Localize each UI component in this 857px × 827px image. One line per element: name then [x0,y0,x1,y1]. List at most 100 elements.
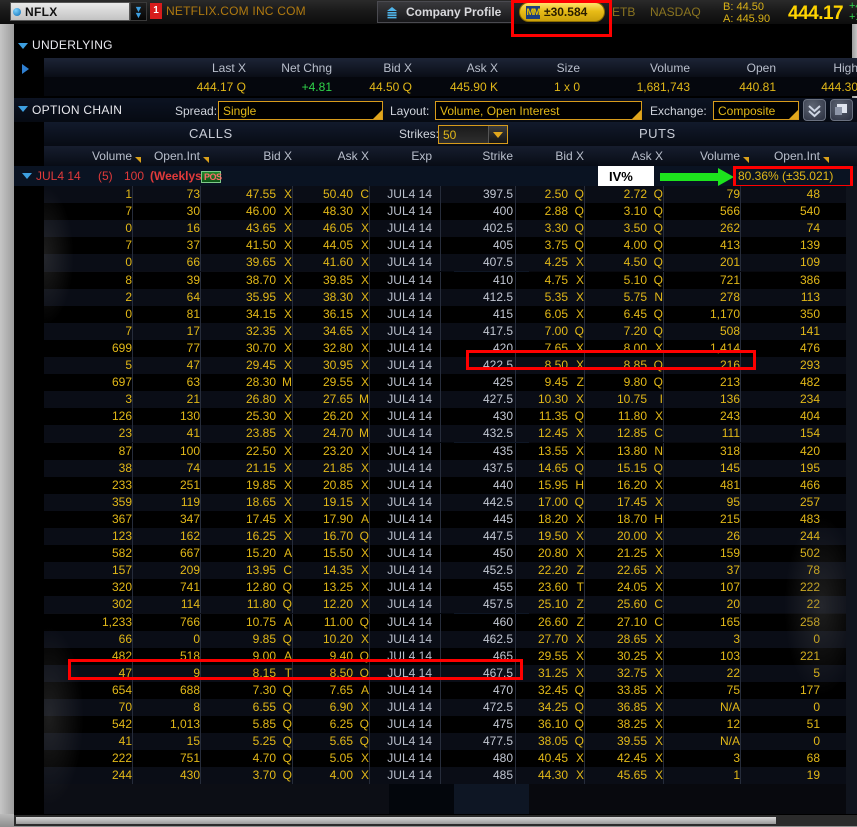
layout-select[interactable]: Volume, Open Interest [435,101,642,120]
cell-cask: 5.05 [329,751,353,766]
ask-label: A: 445.90 [723,13,771,25]
table-row[interactable]: 126 130 25.30 X 26.20 X JUL4 14 430 11.35 Q 11.80 X… [14,408,857,426]
table-row[interactable]: 699 77 30.70 X 32.80 X JUL4 14 420 7.65 X 8.00 X 1,4… [14,339,857,357]
iv-percent-label: IV% [609,169,633,184]
exchange-select[interactable]: Composite [713,101,799,120]
table-row[interactable]: 222 751 4.70 Q 5.05 X JUL4 14 480 40.45 X 42.45 X 3 6… [14,750,857,768]
cell-pv: 243 [719,409,740,424]
cell-cv: 157 [111,563,132,578]
table-row[interactable]: 5 47 29.45 X 30.95 X JUL4 14 422.5 8.50 X 8.85 Q 216… [14,357,857,375]
sort-indicator-icon[interactable] [823,157,829,163]
vertical-scrollbar[interactable] [846,186,857,814]
strikes-dropdown-button[interactable] [488,126,507,143]
column-divider [584,733,585,751]
column-header-2-bid-x[interactable]: Bid X [263,149,292,163]
table-row[interactable]: 233 251 19.85 X 20.85 X JUL4 14 440 15.95 H 16.20 X… [14,476,857,494]
table-row[interactable]: 1 73 47.55 X 50.40 C JUL4 14 397.5 2.50 Q 2.72 Q 79 4… [14,186,857,204]
table-row[interactable]: 66 0 9.85 Q 10.20 X JUL4 14 462.5 27.70 X 28.65 X 3 0 [14,630,857,648]
table-row[interactable]: 41 15 5.25 Q 5.65 Q JUL4 14 477.5 38.05 Q 39.55 X N/… [14,733,857,751]
table-row[interactable]: 244 430 3.70 Q 4.00 X JUL4 14 485 44.30 X 45.65 X 1 1… [14,767,857,785]
table-row[interactable]: 7 37 41.50 X 44.05 X JUL4 14 405 3.75 Q 4.00 Q 413 13… [14,237,857,255]
sort-indicator-icon[interactable] [743,157,749,163]
table-row[interactable]: 157 209 13.95 C 14.35 X JUL4 14 452.5 22.20 Z 22.6… [14,562,857,580]
table-row[interactable]: 2 64 35.95 X 38.30 X JUL4 14 412.5 5.35 X 5.75 N 278… [14,288,857,306]
table-row[interactable]: 0 81 34.15 X 36.15 X JUL4 14 415 6.05 X 6.45 Q 1,170… [14,305,857,323]
column-divider [584,579,585,597]
cell-strike: 472.5 [482,700,513,714]
company-profile-button[interactable]: Company Profile [377,1,512,23]
column-header-8-volume[interactable]: Volume [699,149,740,163]
table-row[interactable]: 7 17 32.35 X 34.65 X JUL4 14 417.5 7.00 Q 7.20 Q 508… [14,322,857,340]
option-chain-grid[interactable]: 1 73 47.55 X 50.40 C JUL4 14 397.5 2.50 Q 2.72 Q 79 4… [14,186,857,814]
option-chain-collapse-icon[interactable] [18,106,28,112]
cell-coi: 119 [180,494,200,509]
table-row[interactable]: 47 9 8.15 T 8.50 Q JUL4 14 467.5 31.25 X 32.75 X 22 5 [14,664,857,682]
table-row[interactable]: 482 518 9.00 A 9.40 Q JUL4 14 465 29.55 X 30.25 X 10… [14,647,857,665]
column-header-9-open-int[interactable]: Open.Int [773,149,820,163]
table-row[interactable]: 542 1,013 5.85 Q 6.25 Q JUL4 14 475 36.10 Q 38.25 X… [14,716,857,734]
cell-pbid: 3.30 [544,221,568,236]
table-row[interactable]: 38 74 21.15 X 21.85 X JUL4 14 437.5 14.65 Q 15.15 Q… [14,459,857,477]
sort-indicator-icon[interactable] [203,157,209,163]
expiration-collapse-icon[interactable] [22,173,32,179]
table-row[interactable]: 87 100 22.50 X 23.20 X JUL4 14 435 13.55 X 13.80 N 3… [14,442,857,460]
column-divider [292,203,293,221]
chevron-double-down-button[interactable] [803,99,826,121]
column-header-1-open-int[interactable]: Open.Int [153,149,200,163]
table-row[interactable]: 3 21 26.80 X 27.65 M JUL4 14 427.5 10.30 X 10.75 I 1… [14,391,857,409]
cell-coi: 1,013 [169,717,200,732]
cell-coi: 39 [186,272,200,287]
expand-arrow-icon[interactable] [22,64,29,74]
column-divider [200,322,201,340]
table-row[interactable]: 367 347 17.45 X 17.90 A JUL4 14 445 18.20 X 18.70 H… [14,510,857,528]
table-row[interactable]: 1,233 766 10.75 A 11.00 Q JUL4 14 460 26.60 Z 27.1… [14,613,857,631]
column-divider [369,699,370,717]
column-header-3-ask-x[interactable]: Ask X [337,149,369,163]
column-divider [663,545,664,563]
column-divider [515,425,516,443]
column-header-4-exp[interactable]: Exp [411,149,432,163]
table-row[interactable]: 23 41 23.85 X 24.70 M JUL4 14 432.5 12.45 X 12.85 C… [14,425,857,443]
cell-strike: 437.5 [482,460,513,475]
market-maker-move-button[interactable]: MM ±30.584 [519,2,605,22]
column-header-0-volume[interactable]: Volume [91,149,132,163]
table-row[interactable]: 7 30 46.00 X 48.30 X JUL4 14 400 2.88 Q 3.10 Q 566 54… [14,203,857,221]
table-row[interactable]: 654 688 7.30 Q 7.65 A JUL4 14 470 32.45 Q 33.85 X 75… [14,681,857,699]
horizontal-scrollbar[interactable] [14,814,857,826]
strikes-select[interactable]: 50 [438,125,508,144]
horizontal-scrollbar-thumb[interactable] [16,817,776,824]
column-divider [740,716,741,734]
detach-panel-button[interactable] [830,99,853,121]
column-divider [515,322,516,340]
column-header-5-strike[interactable]: Strike [482,149,513,163]
column-divider [584,391,585,409]
table-row[interactable]: 359 119 18.65 X 19.15 X JUL4 14 442.5 17.00 Q 17.4… [14,493,857,511]
table-row[interactable]: 8 39 38.70 X 39.85 X JUL4 14 410 4.75 X 5.10 Q 721 38… [14,271,857,289]
table-row[interactable]: 582 667 15.20 A 15.50 X JUL4 14 450 20.80 X 21.25 X… [14,545,857,563]
table-row[interactable]: 123 162 16.25 X 16.70 Q JUL4 14 447.5 19.50 X 20.0… [14,528,857,546]
underlying-section-header[interactable]: UNDERLYING [14,38,852,54]
table-row[interactable]: 697 63 28.30 M 29.55 X JUL4 14 425 9.45 Z 9.80 Q 213… [14,374,857,392]
symbol-input[interactable]: NFLX [10,2,130,21]
table-row[interactable]: 302 114 11.80 Q 12.20 X JUL4 14 457.5 25.10 Z 25.6… [14,596,857,614]
underlying-header-volume: Volume [649,61,690,75]
sort-indicator-icon[interactable] [135,157,141,163]
cell-coi: 751 [179,751,200,766]
column-divider [440,391,441,409]
table-row[interactable]: 320 741 12.80 Q 13.25 X JUL4 14 455 23.60 T 24.05 X… [14,579,857,597]
cell-poi: 221 [799,648,820,663]
cell-coi: 8 [193,700,200,714]
table-row[interactable]: 70 8 6.55 Q 6.90 X JUL4 14 472.5 34.25 Q 36.85 X N/A… [14,699,857,717]
column-header-7-ask-x[interactable]: Ask X [631,149,663,163]
table-row[interactable]: 0 16 43.65 X 46.05 X JUL4 14 402.5 3.30 Q 3.50 Q 262… [14,220,857,238]
cell-exp: JUL4 14 [387,477,432,492]
cell-pv: 26 [726,529,740,543]
cell-pbx: X [575,546,584,561]
symbol-dropdown-button[interactable]: ▼ ▼ [130,2,147,21]
column-header-6-bid-x[interactable]: Bid X [555,149,584,163]
table-row[interactable]: 0 66 39.65 X 41.60 X JUL4 14 407.5 4.25 X 4.50 Q 201… [14,254,857,272]
collapse-triangle-icon[interactable] [18,43,28,49]
column-divider [292,186,293,204]
column-divider [200,733,201,751]
spread-select[interactable]: Single [218,101,383,120]
